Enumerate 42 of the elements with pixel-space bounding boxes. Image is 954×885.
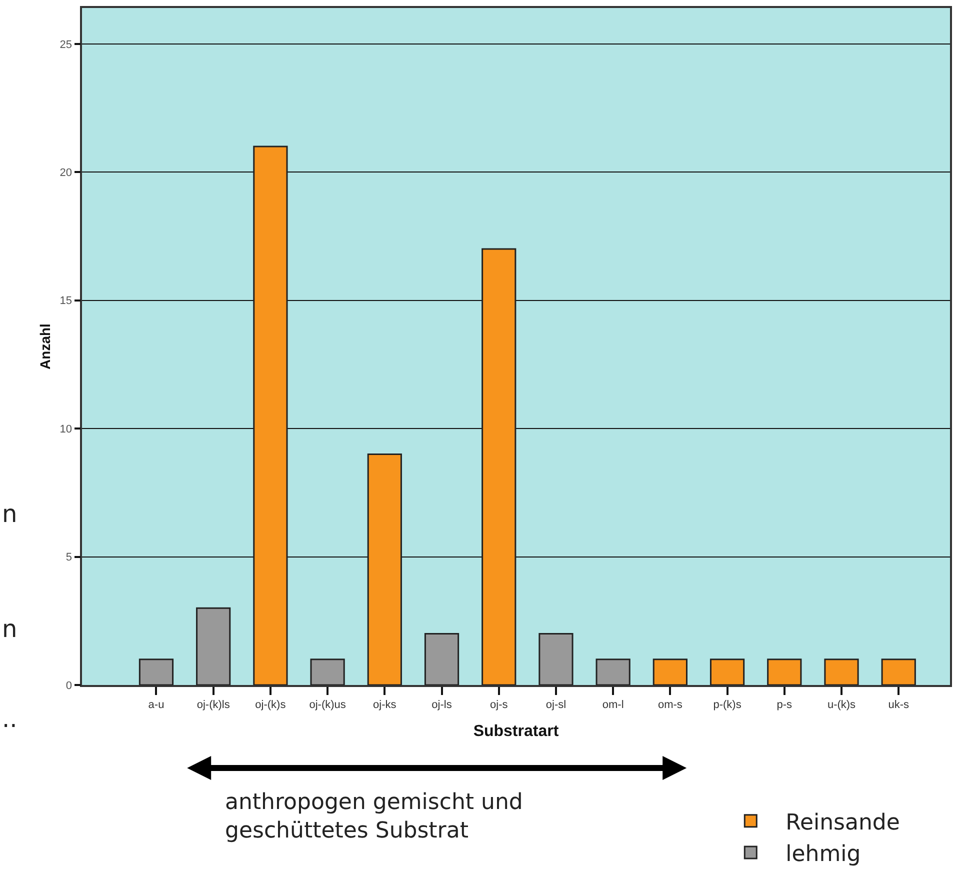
y-axis-title: Anzahl [36, 324, 53, 370]
x-tick-label: oj-(k)s [255, 698, 286, 711]
x-tick-label: om-l [602, 698, 624, 711]
x-tick-label: oj-ls [432, 698, 452, 711]
x-tick-label: oj-(k)us [309, 698, 346, 711]
bar [881, 658, 916, 685]
y-tick-label: 20 [60, 166, 72, 179]
bar [138, 658, 174, 685]
y-tick-label: 0 [66, 680, 72, 692]
bar [367, 453, 402, 685]
x-tick-label: oj-(k)ls [196, 698, 230, 711]
x-tick-label: uk-s [888, 698, 910, 711]
y-tick-label: 25 [60, 38, 72, 51]
x-tick-label: oj-s [490, 698, 508, 711]
bar [253, 146, 288, 685]
x-axis-title: Substratart [473, 723, 560, 740]
bar [596, 658, 630, 685]
bar [824, 658, 859, 685]
x-tick-label: u-(k)s [827, 698, 856, 711]
x-tick-label: oj-sl [546, 698, 566, 711]
bar [767, 658, 802, 685]
bar [424, 632, 460, 685]
legend-label: lehmig [786, 842, 861, 868]
text: anthropogen gemischt und geschüttetes Substrat [225, 790, 523, 844]
bar [538, 632, 574, 685]
text: n [2, 615, 18, 643]
legend-label: Reinsande [786, 810, 900, 836]
text: n [2, 500, 18, 528]
y-tick-label: 5 [66, 552, 72, 564]
x-tick-label: om-s [658, 698, 683, 711]
bar [196, 607, 231, 685]
bar [482, 248, 516, 685]
x-tick-label: p-(k)s [713, 698, 742, 711]
x-tick-label: p-s [776, 698, 793, 711]
bar [710, 658, 745, 685]
y-tick-label: 10 [60, 423, 72, 436]
x-tick-label: a-u [148, 698, 164, 711]
y-tick-label: 15 [60, 295, 72, 308]
text: .. [2, 705, 18, 733]
bar [652, 658, 688, 685]
bar [310, 658, 345, 685]
x-tick-label: oj-ks [373, 698, 397, 711]
